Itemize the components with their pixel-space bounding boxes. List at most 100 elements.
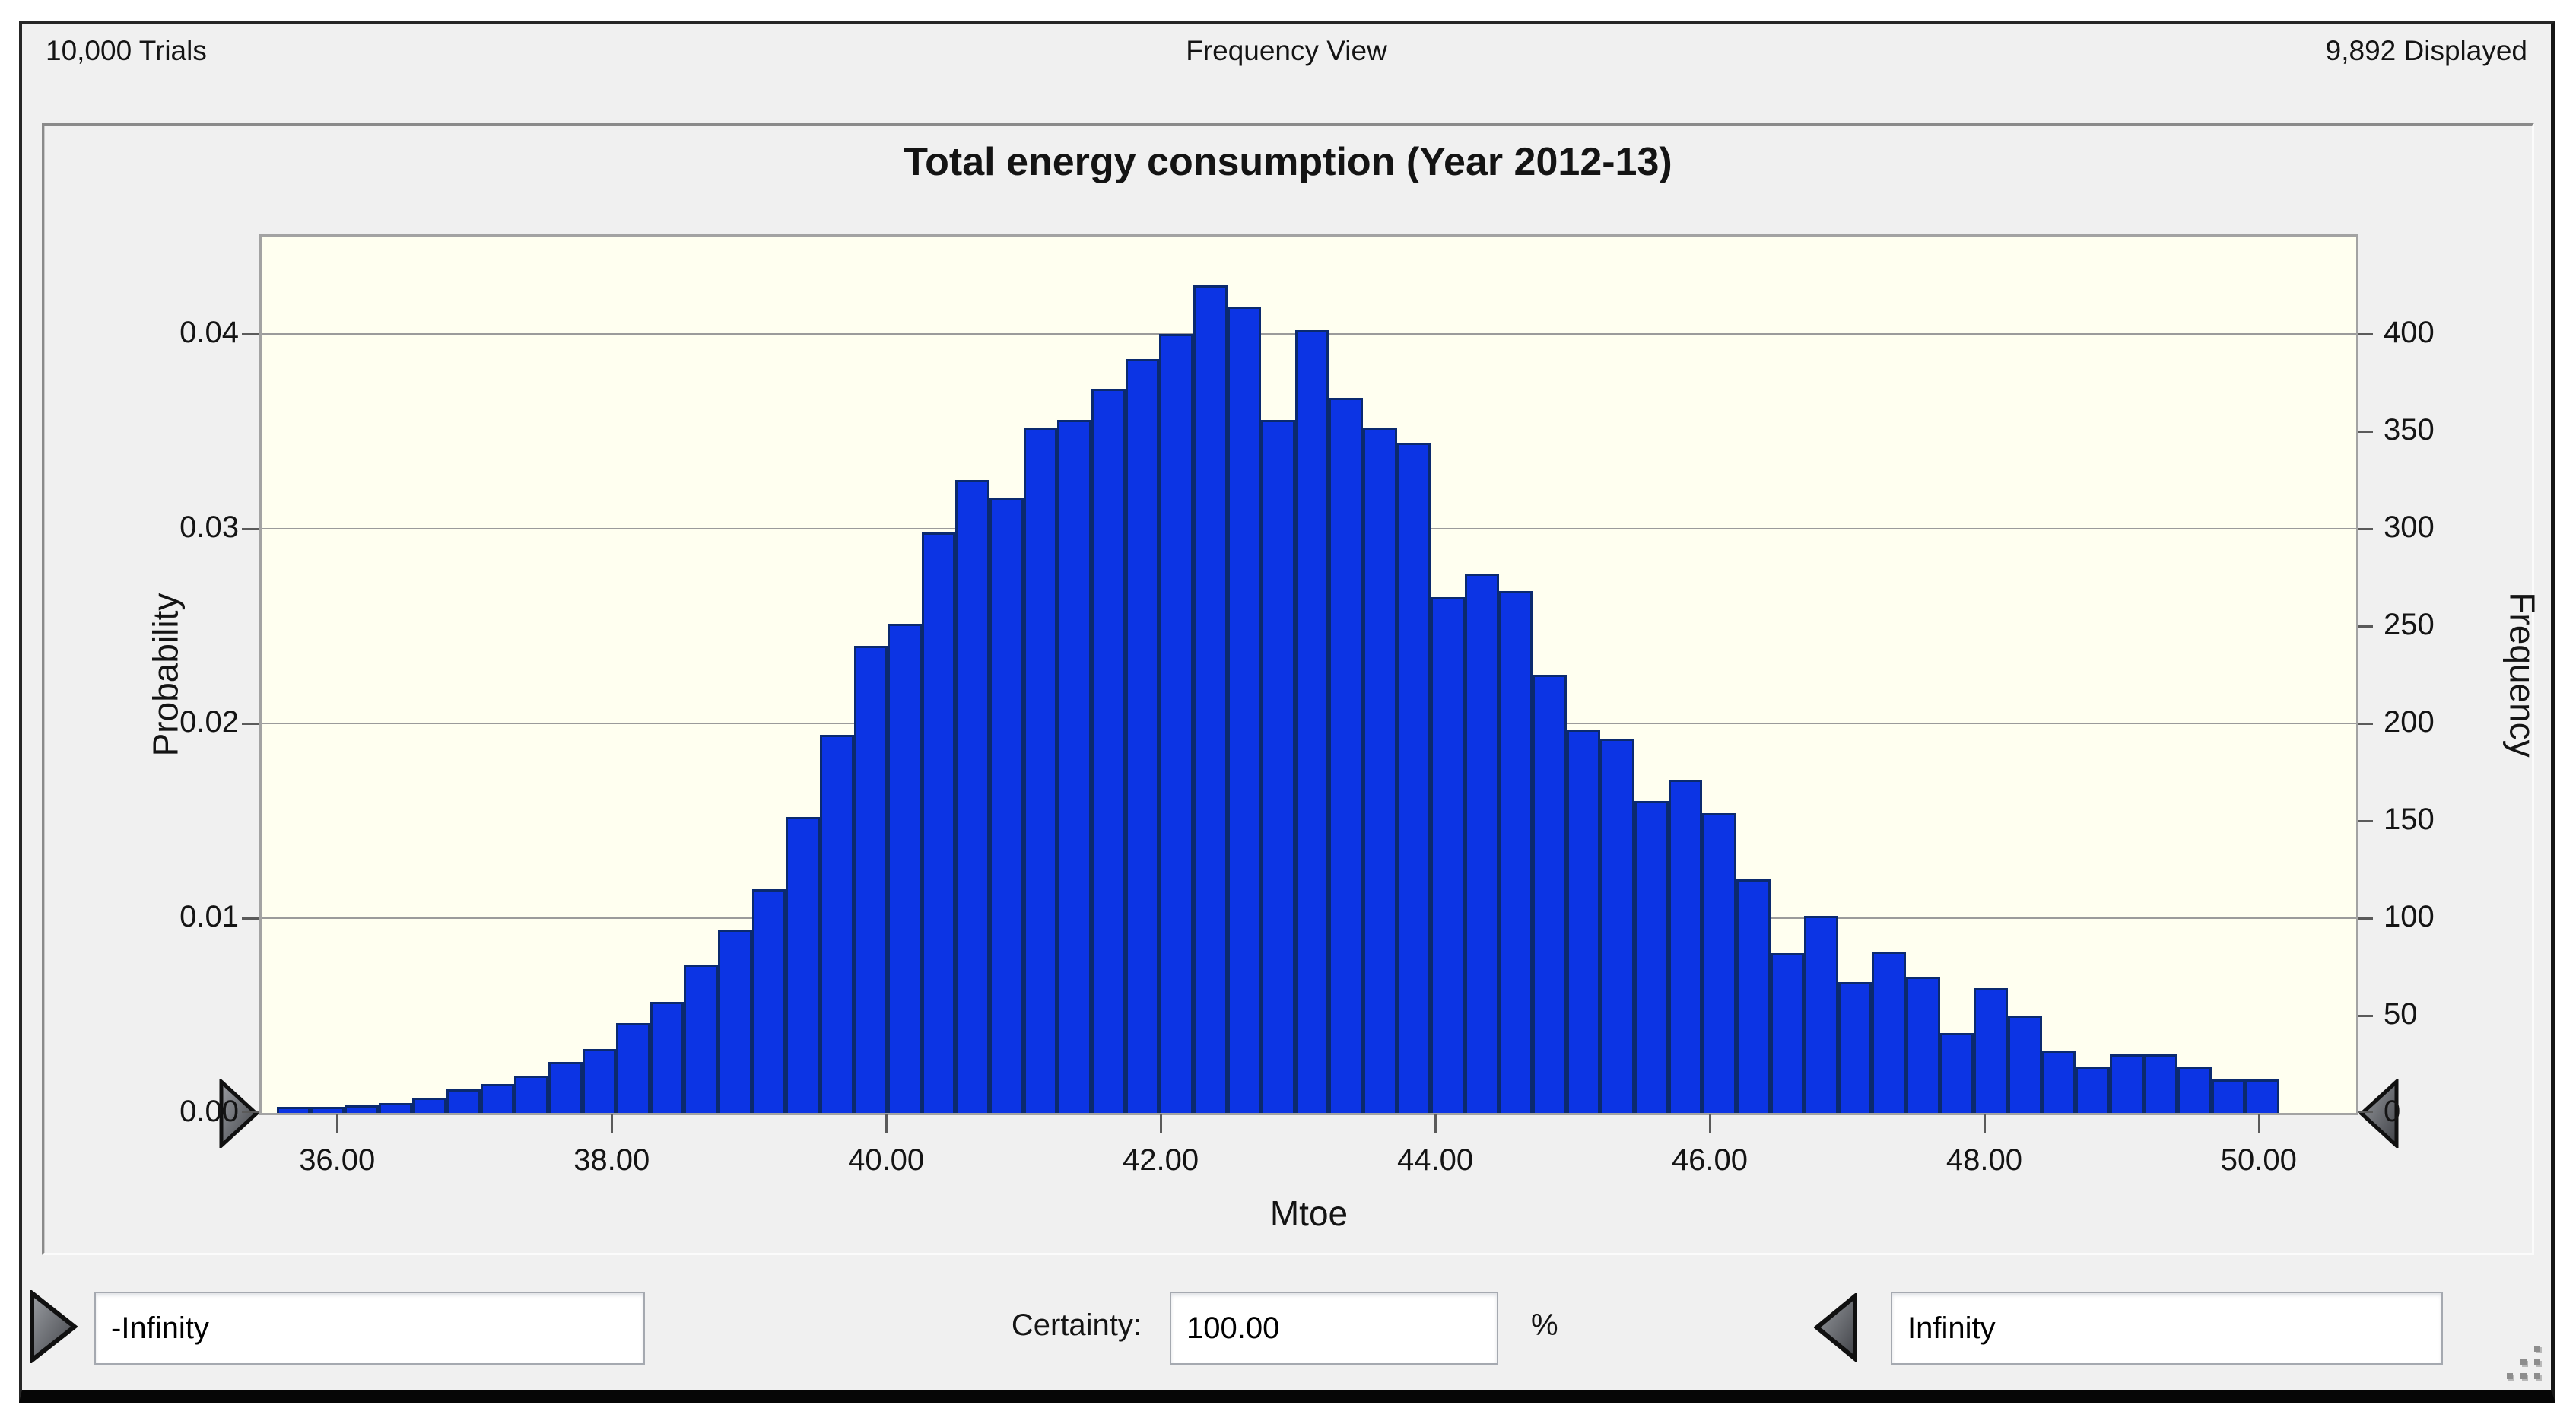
frequency-tick-label: 150 xyxy=(2384,803,2435,836)
histogram-bar xyxy=(921,532,956,1113)
x-tick-label: 48.00 xyxy=(1945,1143,2022,1177)
probability-tick-mark xyxy=(242,333,259,335)
frequency-tick-mark xyxy=(2358,723,2373,725)
histogram-bar xyxy=(345,1105,379,1113)
chart-panel: Total energy consumption (Year 2012-13) … xyxy=(42,123,2543,1255)
histogram-bar xyxy=(888,624,922,1113)
histogram-bar xyxy=(1668,780,1703,1113)
frequency-tick-mark xyxy=(2358,528,2373,530)
plot-frame: Mtoe 0.00 0.01 0.02 0.03 0.04 0 50 100 150 200 250… xyxy=(179,234,2435,1233)
histogram-bar xyxy=(2076,1066,2110,1113)
histogram-bar xyxy=(786,816,820,1113)
histogram-bar xyxy=(1396,443,1431,1113)
x-tick-mark xyxy=(1160,1114,1163,1133)
histogram-bar xyxy=(1091,388,1126,1113)
frequency-tick-label: 200 xyxy=(2384,705,2435,739)
histogram-bar xyxy=(1193,285,1228,1113)
probability-tick-mark xyxy=(242,1111,259,1113)
histogram-bar xyxy=(1702,812,1736,1113)
frequency-tick-label: 400 xyxy=(2384,316,2435,349)
frequency-tick-mark xyxy=(2358,917,2373,920)
histogram-bar xyxy=(1431,596,1465,1113)
histogram-bar xyxy=(819,735,854,1113)
histogram-bar xyxy=(2109,1054,2144,1113)
plot-area: Mtoe 0.00 0.01 0.02 0.03 0.04 0 50 100 150 200 250… xyxy=(179,237,2435,1233)
histogram-bar xyxy=(1600,739,1635,1113)
x-tick-label: 38.00 xyxy=(573,1143,650,1177)
range-grabber-left-triangle-icon[interactable] xyxy=(29,1290,78,1363)
histogram-bar xyxy=(1498,590,1533,1113)
frequency-tick-label: 350 xyxy=(2384,413,2435,447)
probability-tick-mark xyxy=(242,528,259,530)
range-grabber-right-triangle-icon[interactable] xyxy=(1814,1293,1858,1362)
histogram-bar xyxy=(989,498,1024,1113)
histogram-bar xyxy=(1125,359,1160,1113)
histogram-bar xyxy=(480,1083,515,1113)
frequency-tick-mark xyxy=(2358,820,2373,822)
probability-tick-label: 0.04 xyxy=(179,316,239,349)
histogram-bar xyxy=(1838,982,1872,1113)
frequency-tick-mark xyxy=(2358,1015,2373,1017)
frequency-axis-title: Frequency xyxy=(2502,592,2543,758)
histogram-bar xyxy=(1363,427,1397,1113)
x-tick-mark xyxy=(1708,1114,1711,1133)
frequency-tick-mark xyxy=(2358,431,2373,433)
probability-tick-label: 0.01 xyxy=(179,900,239,933)
histogram-bar xyxy=(378,1103,413,1113)
range-max-input[interactable] xyxy=(1891,1292,2443,1365)
histogram-bar xyxy=(412,1097,446,1113)
histogram-bar xyxy=(1227,307,1262,1113)
certainty-label: Certainty: xyxy=(1011,1308,1142,1342)
x-axis-title: Mtoe xyxy=(1269,1194,1348,1233)
frequency-tick-mark xyxy=(2358,625,2373,628)
histogram-bars-layer xyxy=(262,237,2356,1113)
trials-count-label: 10,000 Trials xyxy=(46,35,207,66)
histogram-bar xyxy=(1736,879,1771,1113)
probability-tick-label: 0.02 xyxy=(179,705,239,739)
histogram-bar xyxy=(1906,976,1940,1113)
displayed-count-label: 9,892 Displayed xyxy=(2325,35,2527,66)
probability-tick-mark xyxy=(242,917,259,920)
histogram-bar xyxy=(684,965,719,1113)
x-tick-label: 50.00 xyxy=(2220,1143,2297,1177)
histogram-bar xyxy=(276,1107,311,1113)
frequency-tick-label: 100 xyxy=(2384,900,2435,933)
percent-label: % xyxy=(1531,1308,1558,1342)
histogram-bar xyxy=(2041,1051,2076,1113)
x-tick-mark xyxy=(336,1114,339,1133)
x-tick-label: 44.00 xyxy=(1396,1143,1474,1177)
histogram-bar xyxy=(1939,1033,1974,1113)
histogram-bar xyxy=(650,1002,684,1113)
x-tick-mark xyxy=(1434,1114,1437,1133)
histogram-bar xyxy=(1329,398,1364,1113)
chart-title: Total energy consumption (Year 2012-13) xyxy=(904,140,1672,184)
x-tick-mark xyxy=(885,1114,888,1133)
frequency-tick-label: 300 xyxy=(2384,510,2435,544)
histogram-bar xyxy=(955,480,990,1113)
histogram-bar xyxy=(2245,1079,2280,1113)
frequency-tick-mark xyxy=(2358,1111,2373,1113)
forecast-window: 10,000 Trials Frequency View 9,892 Displ… xyxy=(19,21,2555,1403)
x-tick-label: 40.00 xyxy=(848,1143,925,1177)
view-mode-label: Frequency View xyxy=(1186,35,1387,66)
resize-grip[interactable] xyxy=(2504,1343,2545,1384)
x-tick-label: 42.00 xyxy=(1123,1143,1199,1177)
axis-grabber-right-triangle-icon[interactable] xyxy=(2359,1079,2399,1148)
histogram-bar xyxy=(751,889,786,1113)
histogram-bar xyxy=(2008,1016,2042,1113)
histogram-bar xyxy=(2177,1066,2212,1113)
x-tick-mark xyxy=(1983,1114,1986,1133)
certainty-input[interactable] xyxy=(1170,1292,1498,1365)
histogram-bar xyxy=(1974,988,2008,1113)
histogram-bar xyxy=(1804,916,1838,1113)
histogram-bar xyxy=(2143,1054,2178,1113)
histogram-bar xyxy=(718,930,752,1113)
histogram-bar xyxy=(582,1048,617,1113)
frequency-tick-label: 0 xyxy=(2384,1095,2401,1128)
axis-grabber-left-triangle-icon[interactable] xyxy=(219,1079,259,1148)
histogram-bar xyxy=(2211,1079,2246,1113)
histogram-bar xyxy=(548,1062,583,1113)
histogram-bar xyxy=(853,645,888,1113)
histogram-bar xyxy=(616,1023,650,1113)
range-min-input[interactable] xyxy=(94,1292,645,1365)
